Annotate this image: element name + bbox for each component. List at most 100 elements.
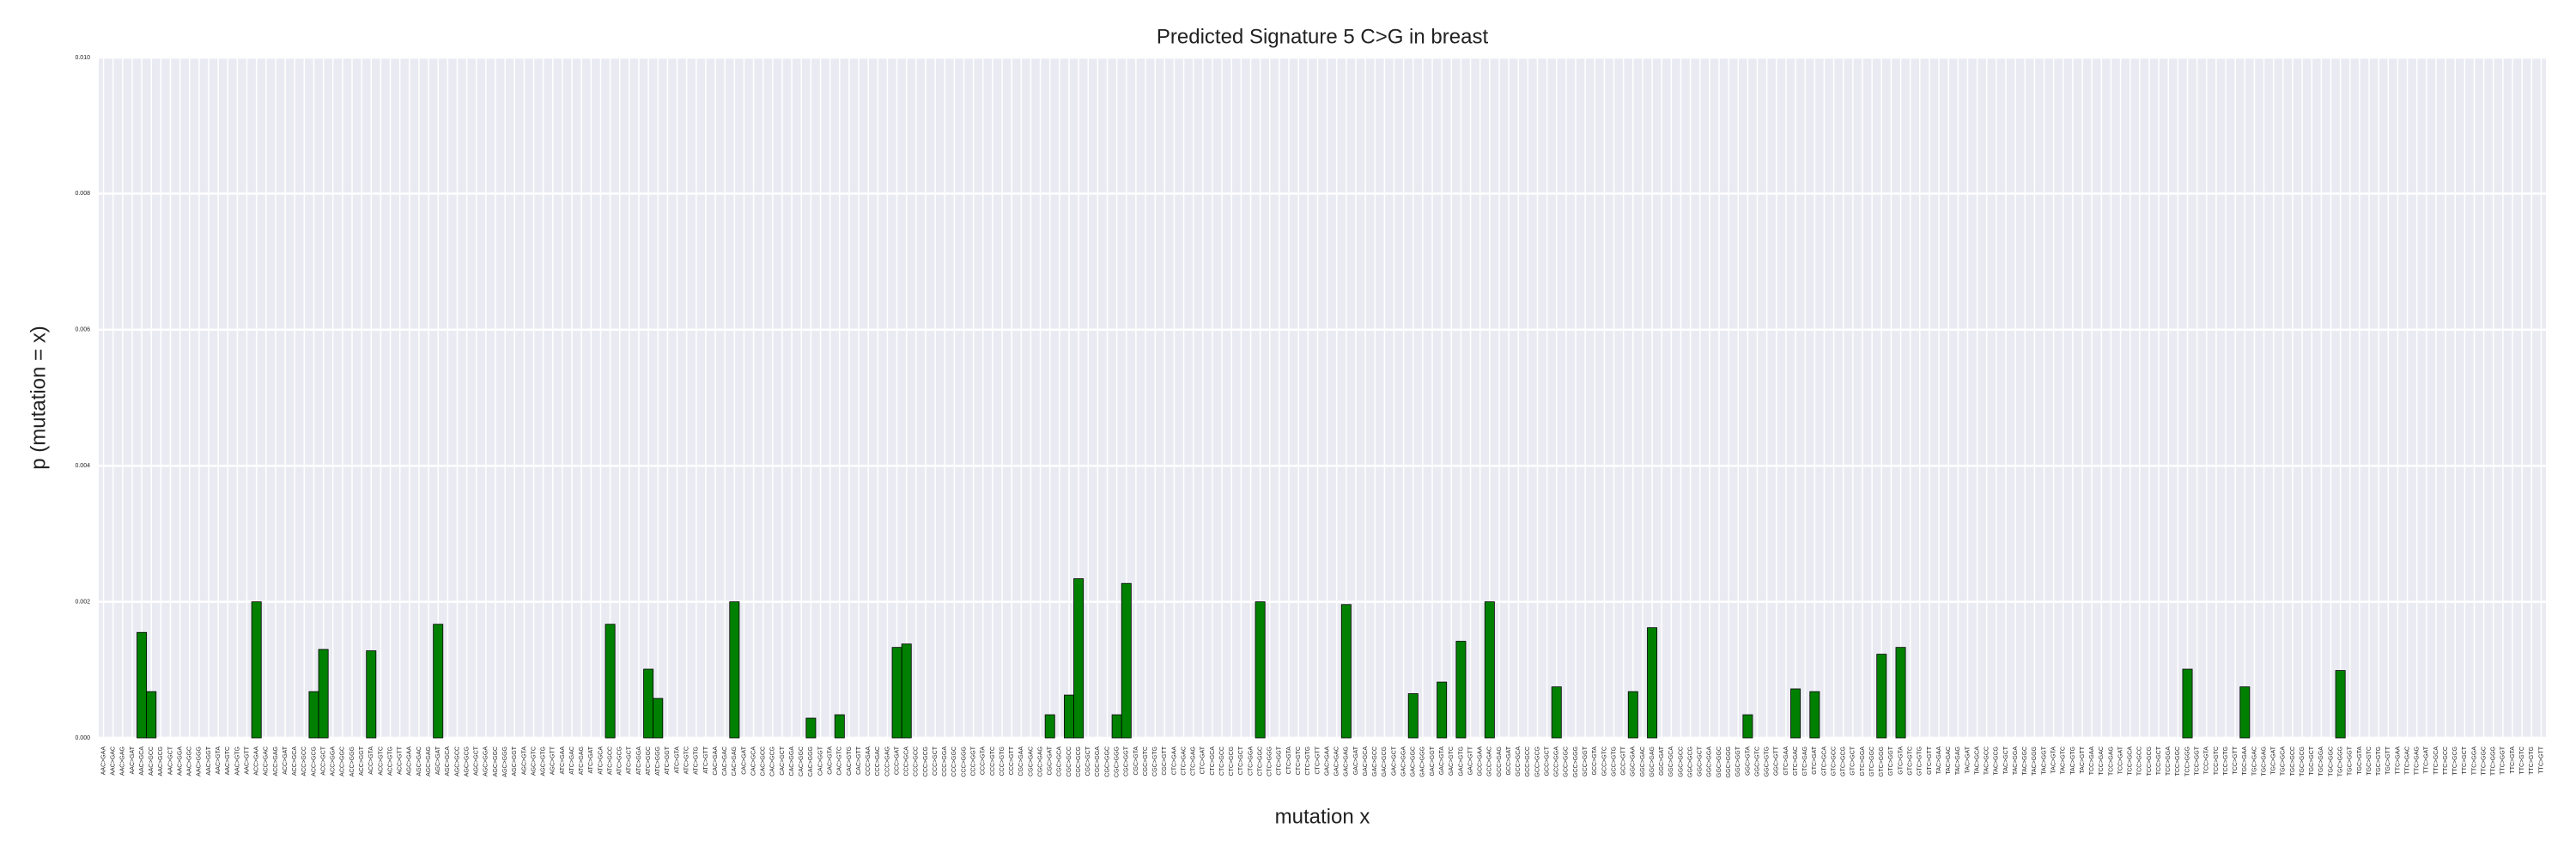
x-tick-label: AGC>GGC	[493, 746, 499, 777]
x-tick-label: CTC>GTC	[1296, 746, 1302, 775]
x-tick-label: TCC>GGC	[2175, 746, 2181, 776]
x-tick-label: AAC>GCA	[139, 746, 145, 776]
x-tick-label: CAC>GTG	[847, 746, 853, 776]
bar	[1876, 654, 1887, 739]
x-tick-label: GCC>GGC	[1564, 746, 1570, 777]
y-tick-label: 0.006	[75, 327, 90, 333]
x-tick-label: AAC>GGA	[177, 746, 183, 776]
x-tick-label: CGC>GAC	[1028, 746, 1034, 777]
bar	[137, 631, 148, 739]
x-tick-label: AAC>GTA	[216, 746, 222, 775]
x-tick-label: GCC>GAC	[1487, 746, 1493, 777]
bar	[1121, 582, 1132, 739]
x-tick-label: TCC>GTT	[2233, 746, 2239, 774]
x-tick-label: TTC>GGA	[2471, 746, 2477, 776]
x-tick-label: TCC>GGA	[2166, 746, 2172, 776]
x-tick-label: GTC>GAG	[1802, 746, 1808, 776]
x-tick-label: CCC>GGA	[942, 746, 948, 777]
x-tick-label: TCC>GGG	[2184, 746, 2190, 777]
x-tick-label: TGC>GGA	[2318, 746, 2324, 777]
x-tick-label: ACC>GAC	[264, 746, 270, 776]
x-tick-label: TGC>GCG	[2300, 746, 2306, 777]
bar	[834, 714, 845, 739]
x-tick-label: GCC>GAG	[1497, 746, 1503, 777]
x-tick-label: AAC>GGT	[206, 746, 212, 775]
x-tick-label: TGC>GTG	[2376, 746, 2382, 776]
x-tick-label: TTC>GTG	[2529, 746, 2535, 775]
x-tick-label: GCC>GGA	[1554, 746, 1560, 777]
x-tick-label: TAC>GAG	[1955, 746, 1961, 775]
x-tick-label: AGC>GAG	[426, 746, 432, 777]
x-tick-label: ATC>GCC	[607, 746, 613, 775]
x-tick-label: AAC>GAT	[130, 746, 136, 774]
x-tick-label: GGC>GGT	[1735, 746, 1741, 777]
x-tick-label: GTC>GCA	[1821, 746, 1827, 776]
x-tick-label: GGC>GTA	[1745, 746, 1751, 776]
x-tick-label: CGC>GCC	[1066, 746, 1072, 777]
x-tick-label: ATC>GGT	[665, 746, 671, 774]
bar	[1340, 604, 1352, 739]
bar	[1627, 691, 1638, 739]
x-tick-label: TTC>GTA	[2510, 746, 2516, 774]
x-tick-label: CTC>GTT	[1315, 746, 1321, 774]
x-tick-label: CCC>GAT	[894, 746, 900, 775]
x-tick-label: GGC>GTT	[1774, 746, 1780, 776]
x-tick-label: GGC>GCC	[1678, 746, 1684, 777]
bar	[901, 643, 912, 739]
x-tick-label: TAC>GTA	[2051, 746, 2057, 774]
x-tick-label: CAC>GGT	[817, 746, 823, 776]
x-tick-label: CCC>GGG	[961, 746, 967, 777]
x-tick-label: GGC>GCT	[1698, 746, 1704, 777]
x-tick-label: ACC>GGG	[349, 746, 355, 777]
x-tick-label: TGC>GCA	[2281, 746, 2287, 776]
x-tick-label: GTC>GCT	[1850, 746, 1856, 775]
y-tick-label: 0.002	[75, 599, 90, 605]
x-tick-label: AGC>GAA	[407, 746, 413, 776]
x-tick-label: TAC>GGT	[2041, 746, 2047, 774]
x-tick-label: GAC>GCC	[1372, 746, 1378, 777]
x-tick-label: GCC>GCT	[1544, 746, 1550, 776]
x-tick-label: AAC>GCT	[167, 746, 173, 775]
x-tick-label: GAC>GAA	[1324, 746, 1330, 776]
x-tick-label: AGC>GTC	[531, 746, 537, 776]
x-tick-label: AAC>GTT	[244, 746, 250, 774]
x-tick-label: GCC>GGG	[1573, 746, 1579, 777]
x-tick-label: ACC>GCT	[320, 746, 326, 775]
bar	[251, 601, 262, 739]
x-tick-label: TGC>GGT	[2348, 746, 2354, 776]
bar	[1073, 578, 1084, 739]
x-tick-label: TCC>GAT	[2117, 746, 2123, 774]
x-tick-label: AAC>GCG	[158, 746, 164, 776]
bar	[433, 624, 444, 739]
x-tick-label: GAC>GGT	[1430, 746, 1436, 776]
x-tick-label: GAC>GGC	[1411, 746, 1417, 777]
x-tick-label: GCC>GAA	[1478, 746, 1484, 777]
x-tick-label: GAC>GTG	[1458, 746, 1464, 776]
x-tick-label: CGC>GAT	[1048, 746, 1054, 775]
x-tick-label: CAC>GCC	[761, 746, 767, 776]
x-tick-label: CCC>GTC	[990, 746, 996, 776]
x-tick-label: GGC>GAA	[1631, 746, 1637, 777]
x-tick-label: GAC>GCT	[1391, 746, 1397, 776]
x-tick-label: TTC>GCC	[2443, 746, 2449, 775]
x-tick-label: CCC>GAC	[875, 746, 881, 776]
y-tick-label: 0.008	[75, 191, 90, 197]
x-tick-label: TCC>GAG	[2108, 746, 2114, 776]
x-tick-label: GTC>GTC	[1908, 746, 1914, 776]
x-tick-label: CAC>GAT	[741, 746, 747, 774]
x-tick-label: ATC>GAT	[588, 746, 594, 773]
x-tick-label: GTC>GAT	[1812, 746, 1818, 774]
x-tick-label: TTC>GGC	[2481, 746, 2487, 776]
x-tick-label: CCC>GTA	[981, 746, 987, 775]
x-tick-label: ACC>GAT	[283, 746, 289, 774]
bar	[653, 698, 664, 739]
bar	[729, 601, 740, 739]
x-tick-label: GGC>GGG	[1726, 746, 1732, 777]
x-tick-label: GTC>GTT	[1927, 746, 1933, 775]
x-tick-label: AAC>GTG	[234, 746, 240, 776]
bar	[1407, 693, 1419, 739]
x-tick-label: AAC>GTC	[225, 746, 231, 775]
x-tick-label: TGC>GAT	[2271, 746, 2277, 774]
x-tick-label: GGC>GAG	[1649, 746, 1656, 777]
x-tick-label: GTC>GCG	[1841, 746, 1847, 777]
